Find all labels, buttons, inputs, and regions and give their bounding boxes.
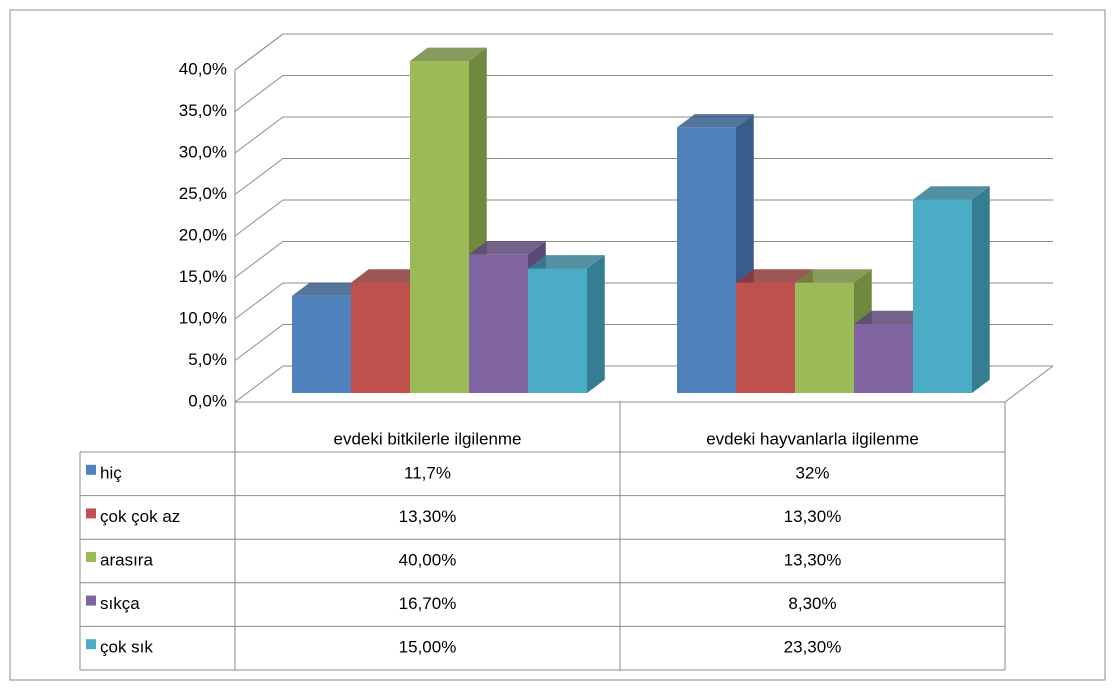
y-tick-label: 0,0% — [188, 391, 227, 410]
category-label: evdeki hayvanlarla ilgilenme — [706, 429, 919, 448]
bar — [854, 324, 913, 393]
y-tick-label: 35,0% — [179, 101, 227, 120]
bar — [795, 282, 854, 393]
table-value: 40,00% — [399, 550, 457, 569]
legend-label: çok sık — [100, 638, 153, 657]
table-value: 16,70% — [399, 594, 457, 613]
grid-line — [234, 158, 1053, 195]
bar — [469, 254, 528, 393]
bar-top — [410, 47, 487, 61]
bar — [351, 282, 410, 393]
table-value: 8,30% — [788, 594, 836, 613]
bar-top — [795, 269, 872, 283]
grid-line — [234, 199, 1053, 237]
legend-label: arasıra — [100, 550, 153, 569]
y-tick-label: 5,0% — [188, 350, 227, 369]
bar-side — [587, 255, 605, 393]
bar — [736, 282, 795, 393]
table-value: 13,30% — [784, 550, 842, 569]
legend-key — [86, 552, 96, 562]
legend-key — [86, 508, 96, 519]
y-tick-label: 15,0% — [179, 267, 227, 286]
bar — [410, 61, 469, 393]
bar-side — [972, 186, 990, 393]
grid-line — [234, 116, 1053, 154]
bar-top — [469, 241, 546, 255]
grid-line — [234, 33, 1053, 71]
grid-line — [234, 75, 1053, 112]
category-label: evdeki bitkilerle ilgilenme — [333, 429, 521, 448]
y-tick-label: 40,0% — [179, 59, 227, 78]
bar — [292, 295, 351, 393]
table-value: 11,7% — [404, 463, 451, 482]
grid-line — [234, 241, 1053, 278]
y-tick-label: 30,0% — [179, 142, 227, 161]
bar-top — [292, 282, 369, 296]
bar-top — [736, 269, 813, 283]
bar — [913, 199, 972, 393]
bar-top — [351, 269, 428, 283]
table-value: 13,30% — [399, 507, 457, 526]
legend-key — [86, 464, 96, 475]
bar-top — [528, 255, 605, 269]
y-tick-label: 10,0% — [179, 308, 227, 327]
bar-top — [854, 310, 931, 325]
table-value: 13,30% — [784, 507, 842, 526]
y-tick-label: 25,0% — [179, 184, 227, 203]
legend-key — [86, 595, 96, 606]
table-value: 23,30% — [784, 638, 842, 657]
legend-label: sıkça — [100, 594, 140, 613]
bar-top — [677, 114, 754, 128]
bar-top — [913, 186, 990, 200]
bar — [528, 268, 587, 393]
legend-label: hiç — [100, 463, 122, 482]
bar — [677, 127, 736, 394]
table-value: 32% — [795, 463, 829, 482]
y-tick-label: 20,0% — [179, 225, 227, 244]
table-value: 15,00% — [399, 638, 457, 657]
legend-key — [86, 639, 96, 650]
legend-label: çok çok az — [100, 507, 180, 526]
